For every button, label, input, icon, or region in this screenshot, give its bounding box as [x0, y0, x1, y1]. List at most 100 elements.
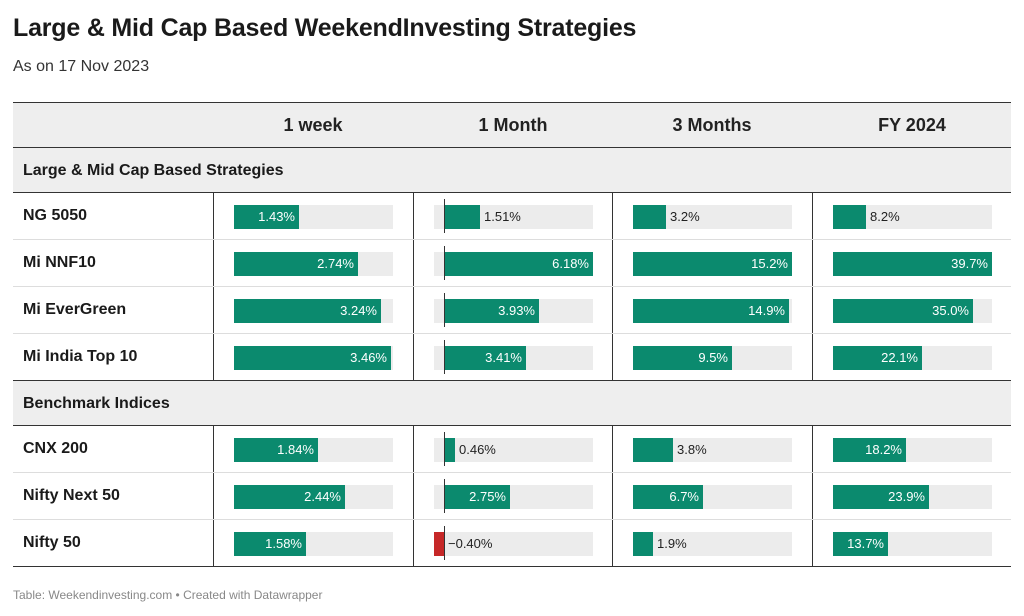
bar-track: 1.84% — [234, 438, 393, 462]
value-label: 1.43% — [258, 209, 295, 224]
chart-footer: Table: Weekendinvesting.com • Created wi… — [13, 588, 323, 602]
value-label: 23.9% — [888, 489, 925, 504]
bar-track: 3.41% — [434, 346, 593, 370]
table-row: Nifty 50 1.58% −0.40% 1.9% 13.7% — [13, 520, 1011, 567]
bar-track: 23.9% — [833, 485, 992, 509]
value-cell: 14.9% — [612, 287, 812, 333]
bar — [633, 299, 789, 323]
value-label: 6.18% — [552, 256, 589, 271]
bar — [633, 532, 653, 556]
bar — [633, 252, 792, 276]
column-header: 1 week — [283, 115, 343, 135]
value-label: 18.2% — [865, 442, 902, 457]
bar — [434, 532, 444, 556]
bar — [444, 252, 593, 276]
bar-track: 3.93% — [434, 299, 593, 323]
value-label: 3.41% — [485, 350, 522, 365]
value-cell: 3.8% — [612, 426, 812, 472]
bar-track: 6.18% — [434, 252, 593, 276]
bar-track: 3.2% — [633, 205, 792, 229]
value-cell: 1.58% — [213, 520, 413, 566]
chart-subtitle: As on 17 Nov 2023 — [13, 58, 150, 75]
bar-track: 8.2% — [833, 205, 992, 229]
value-cell: 1.84% — [213, 426, 413, 472]
table-row: Mi EverGreen 3.24% 3.93% 14.9% 35.0% — [13, 287, 1011, 334]
value-cell: 2.44% — [213, 473, 413, 519]
bar — [444, 299, 539, 323]
value-cell: 13.7% — [812, 520, 1012, 566]
value-label: 0.46% — [459, 442, 496, 457]
table-row: NG 5050 1.43% 1.51% 3.2% 8.2% — [13, 193, 1011, 240]
table-row: Mi India Top 10 3.46% 3.41% 9.5% 22.1% — [13, 334, 1011, 381]
table-row: CNX 200 1.84% 0.46% 3.8% 18.2% — [13, 426, 1011, 473]
value-cell: 1.51% — [413, 193, 613, 239]
zero-line — [444, 479, 445, 513]
zero-line — [444, 293, 445, 327]
bar — [833, 532, 888, 556]
bar — [234, 252, 358, 276]
value-cell: 15.2% — [612, 240, 812, 286]
group-header: Large & Mid Cap Based Strategies — [13, 148, 1011, 193]
bar — [234, 438, 318, 462]
value-label: 13.7% — [847, 536, 884, 551]
value-label: 3.24% — [340, 303, 377, 318]
bar — [833, 299, 973, 323]
value-label: 2.74% — [317, 256, 354, 271]
bar — [833, 252, 992, 276]
bar-track: 15.2% — [633, 252, 792, 276]
value-label: 35.0% — [932, 303, 969, 318]
bar — [234, 299, 381, 323]
value-cell: 22.1% — [812, 334, 1012, 380]
zero-line — [444, 526, 445, 560]
value-cell: 2.74% — [213, 240, 413, 286]
table-header: 1 week 1 Month 3 Months FY 2024 — [13, 102, 1011, 148]
bar-track: 9.5% — [633, 346, 792, 370]
bar — [234, 532, 306, 556]
bar-track: 35.0% — [833, 299, 992, 323]
value-cell: 6.7% — [612, 473, 812, 519]
bar-track: 39.7% — [833, 252, 992, 276]
value-label: 22.1% — [881, 350, 918, 365]
bar-track: 1.51% — [434, 205, 593, 229]
value-cell: 8.2% — [812, 193, 1012, 239]
bar — [833, 205, 866, 229]
value-label: 3.8% — [677, 442, 707, 457]
value-label: 1.84% — [277, 442, 314, 457]
bar-track: 1.43% — [234, 205, 393, 229]
row-label: CNX 200 — [23, 440, 88, 457]
bar — [833, 438, 906, 462]
value-label: 1.9% — [657, 536, 687, 551]
value-label: 9.5% — [698, 350, 728, 365]
bar-track: 3.46% — [234, 346, 393, 370]
value-label: 3.46% — [350, 350, 387, 365]
value-cell: 3.2% — [612, 193, 812, 239]
value-cell: 2.75% — [413, 473, 613, 519]
bar-track: 0.46% — [434, 438, 593, 462]
value-label: 14.9% — [748, 303, 785, 318]
bar — [633, 485, 703, 509]
bar-track: 18.2% — [833, 438, 992, 462]
bar — [444, 438, 455, 462]
bar-track: 3.8% — [633, 438, 792, 462]
bar-track: 6.7% — [633, 485, 792, 509]
bar-track: 3.24% — [234, 299, 393, 323]
bar-track: 13.7% — [833, 532, 992, 556]
value-label: 39.7% — [951, 256, 988, 271]
value-cell: 3.46% — [213, 334, 413, 380]
row-label: Nifty 50 — [23, 534, 81, 551]
value-cell: 23.9% — [812, 473, 1012, 519]
row-label: NG 5050 — [23, 207, 88, 224]
bar-track: −0.40% — [434, 532, 593, 556]
table-row: Mi NNF10 2.74% 6.18% 15.2% 39.7% — [13, 240, 1011, 287]
bar-track: 1.9% — [633, 532, 792, 556]
value-cell: 1.43% — [213, 193, 413, 239]
value-label: 3.2% — [670, 209, 700, 224]
value-cell: 3.41% — [413, 334, 613, 380]
value-label: 2.75% — [469, 489, 506, 504]
value-label: 2.44% — [304, 489, 341, 504]
bar-track: 2.74% — [234, 252, 393, 276]
value-label: 8.2% — [870, 209, 900, 224]
value-label: 1.51% — [484, 209, 521, 224]
bar — [234, 485, 345, 509]
value-label: 1.58% — [265, 536, 302, 551]
